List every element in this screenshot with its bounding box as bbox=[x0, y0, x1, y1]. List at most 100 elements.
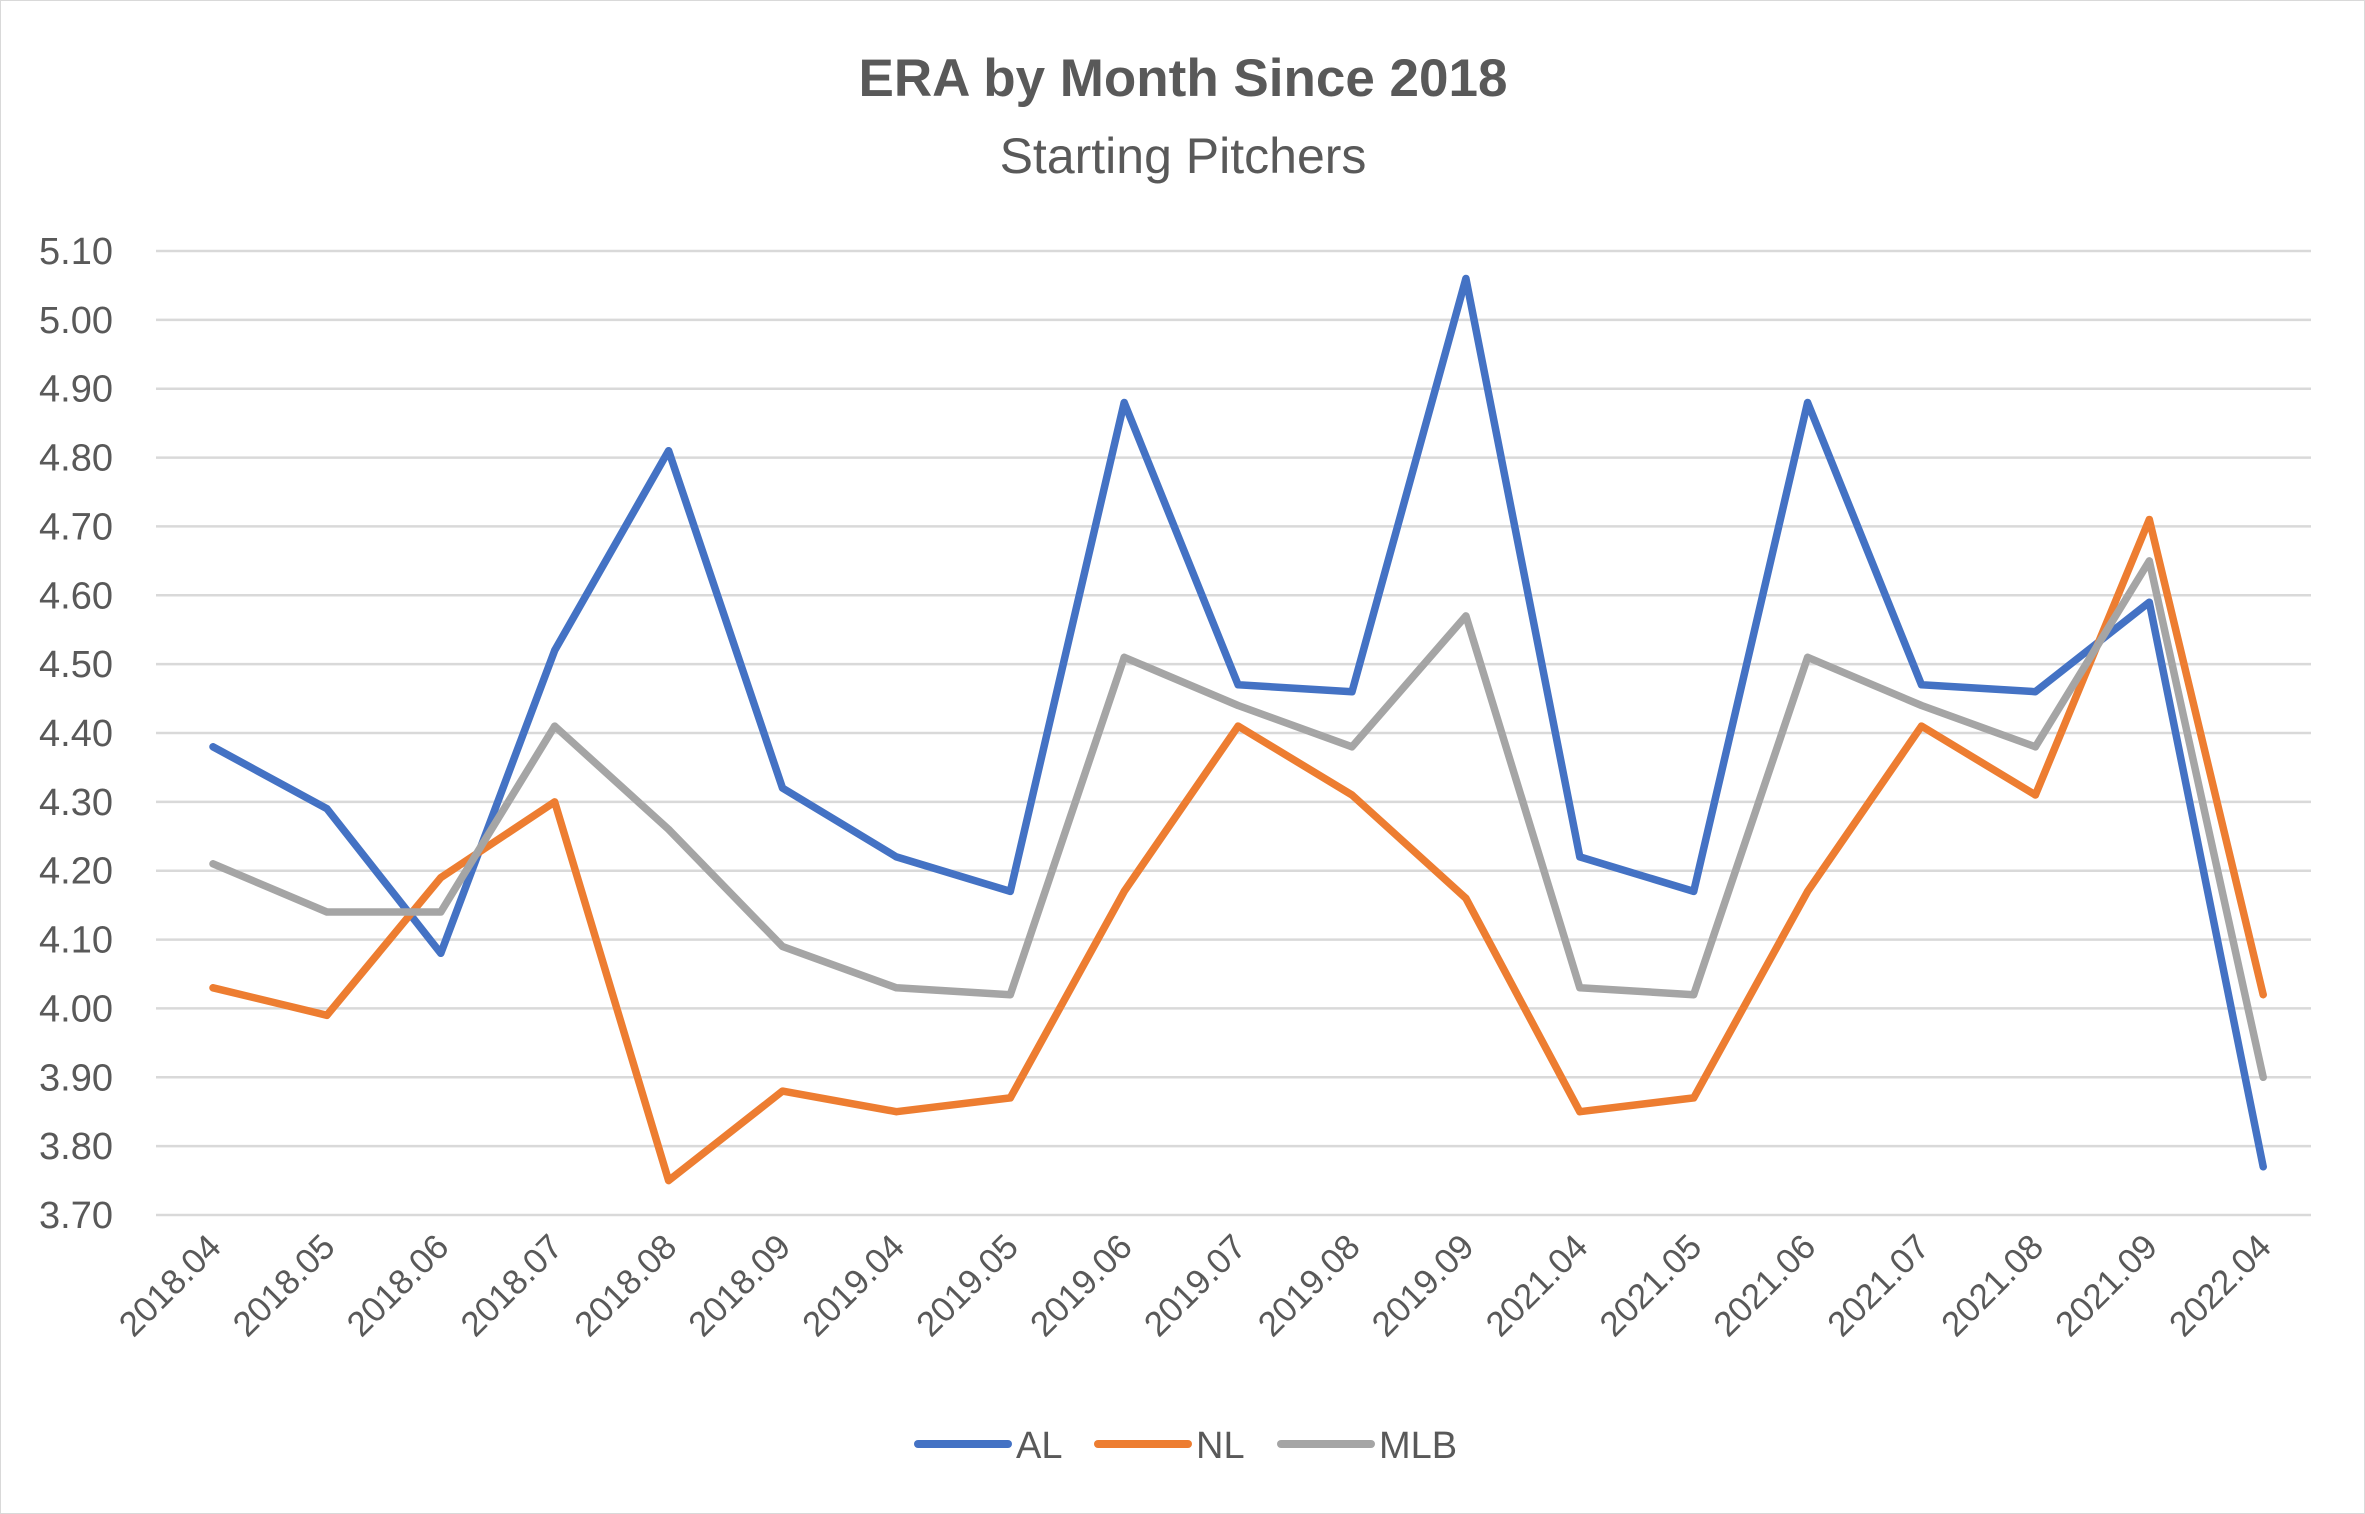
x-tick-label: 2018.06 bbox=[339, 1227, 456, 1344]
y-axis-tick-labels: 3.70 3.80 3.90 4.00 4.10 4.20 4.30 4.40 4.50 4.60… bbox=[39, 231, 113, 1237]
x-tick-label: 2019.08 bbox=[1251, 1227, 1368, 1344]
data-point-mlb bbox=[1918, 701, 1925, 709]
data-point-nl bbox=[2259, 991, 2267, 999]
data-point-nl bbox=[1120, 887, 1128, 895]
data-point-nl bbox=[1690, 1094, 1698, 1102]
data-point-mlb bbox=[437, 908, 445, 916]
x-tick-label: 2021.05 bbox=[1592, 1227, 1709, 1344]
data-point-nl bbox=[665, 1177, 673, 1185]
data-point-nl bbox=[323, 1011, 331, 1019]
data-point-mlb bbox=[1234, 701, 1242, 709]
data-point-mlb bbox=[665, 825, 673, 833]
data-point-nl bbox=[551, 798, 559, 806]
data-point-mlb bbox=[1804, 653, 1812, 661]
data-point-mlb bbox=[209, 860, 217, 868]
data-point-mlb bbox=[779, 942, 786, 950]
data-point-al bbox=[1576, 853, 1584, 861]
data-point-mlb bbox=[1006, 991, 1014, 999]
data-point-mlb bbox=[892, 984, 900, 992]
data-point-nl bbox=[779, 1087, 786, 1095]
y-tick-label: 4.00 bbox=[39, 988, 113, 1030]
data-point-al bbox=[209, 743, 217, 751]
data-point-nl bbox=[437, 874, 445, 882]
x-tick-label: 2018.08 bbox=[567, 1227, 684, 1344]
data-point-al bbox=[1120, 398, 1128, 406]
x-tick-label: 2018.05 bbox=[226, 1227, 343, 1344]
y-tick-label: 4.60 bbox=[39, 575, 113, 617]
x-tick-label: 2021.06 bbox=[1706, 1227, 1823, 1344]
y-tick-label: 4.90 bbox=[39, 369, 113, 411]
data-point-nl bbox=[209, 984, 217, 992]
data-point-al bbox=[1462, 275, 1470, 283]
x-axis-tick-labels: 2018.042018.052018.062018.072018.082018.… bbox=[112, 1227, 2279, 1344]
y-tick-label: 4.80 bbox=[39, 438, 113, 480]
data-point-mlb bbox=[2145, 557, 2153, 565]
x-tick-label: 2019.04 bbox=[795, 1227, 912, 1344]
chart-subtitle: Starting Pitchers bbox=[1000, 128, 1367, 184]
data-point-al bbox=[2145, 598, 2153, 606]
data-point-al bbox=[1804, 398, 1812, 406]
series-lines bbox=[209, 274, 2267, 1185]
data-point-nl bbox=[1918, 722, 1925, 730]
data-point-al bbox=[323, 805, 331, 813]
y-tick-label: 4.70 bbox=[39, 506, 113, 548]
data-point-al bbox=[1690, 887, 1698, 895]
y-tick-label: 4.40 bbox=[39, 713, 113, 755]
data-point-mlb bbox=[1462, 612, 1470, 620]
x-tick-label: 2019.07 bbox=[1137, 1227, 1254, 1344]
data-point-al bbox=[892, 853, 900, 861]
data-point-nl bbox=[892, 1108, 900, 1116]
data-point-al bbox=[665, 447, 673, 455]
series-line-mlb bbox=[209, 557, 2267, 1082]
y-tick-label: 5.00 bbox=[39, 300, 113, 342]
x-tick-label: 2021.08 bbox=[1934, 1227, 2051, 1344]
legend-label-mlb: MLB bbox=[1379, 1425, 1457, 1467]
data-point-nl bbox=[2031, 791, 2039, 799]
x-tick-label: 2021.09 bbox=[2048, 1227, 2165, 1344]
chart-title: ERA by Month Since 2018 bbox=[859, 49, 1508, 108]
data-point-mlb bbox=[323, 908, 331, 916]
data-point-al bbox=[779, 784, 786, 792]
y-tick-label: 3.90 bbox=[39, 1057, 113, 1099]
data-point-nl bbox=[1576, 1108, 1584, 1116]
data-point-al bbox=[1918, 681, 1925, 689]
data-point-mlb bbox=[1690, 991, 1698, 999]
data-point-al bbox=[2259, 1163, 2267, 1171]
y-tick-label: 4.30 bbox=[39, 782, 113, 824]
x-tick-label: 2018.09 bbox=[681, 1227, 798, 1344]
x-tick-label: 2019.06 bbox=[1023, 1227, 1140, 1344]
x-tick-label: 2021.07 bbox=[1820, 1227, 1937, 1344]
data-point-nl bbox=[1462, 894, 1470, 902]
gridlines bbox=[156, 249, 2311, 1217]
data-point-al bbox=[1006, 887, 1014, 895]
y-tick-label: 4.50 bbox=[39, 644, 113, 686]
data-point-al bbox=[2031, 688, 2039, 696]
y-tick-label: 3.70 bbox=[39, 1195, 113, 1237]
data-point-mlb bbox=[1576, 984, 1584, 992]
series-line-nl bbox=[209, 515, 2267, 1185]
data-point-mlb bbox=[1348, 743, 1356, 751]
data-point-al bbox=[1348, 688, 1356, 696]
legend: AL NL MLB bbox=[914, 1425, 1457, 1467]
x-tick-label: 2019.05 bbox=[909, 1227, 1026, 1344]
data-point-nl bbox=[1348, 791, 1356, 799]
x-tick-label: 2018.07 bbox=[453, 1227, 570, 1344]
x-tick-label: 2022.04 bbox=[2162, 1227, 2279, 1344]
data-point-al bbox=[551, 646, 559, 654]
x-tick-label: 2019.09 bbox=[1365, 1227, 1482, 1344]
data-point-nl bbox=[1006, 1094, 1014, 1102]
data-point-al bbox=[1234, 681, 1242, 689]
x-tick-label: 2021.04 bbox=[1478, 1227, 1595, 1344]
x-tick-label: 2018.04 bbox=[112, 1227, 229, 1344]
data-point-mlb bbox=[1120, 653, 1128, 661]
y-tick-label: 4.10 bbox=[39, 920, 113, 962]
data-point-nl bbox=[1234, 722, 1242, 730]
data-point-nl bbox=[2145, 516, 2153, 524]
legend-label-al: AL bbox=[1016, 1425, 1062, 1467]
y-tick-label: 5.10 bbox=[39, 231, 113, 273]
data-point-nl bbox=[1804, 887, 1812, 895]
y-tick-label: 4.20 bbox=[39, 851, 113, 893]
legend-label-nl: NL bbox=[1196, 1425, 1245, 1467]
